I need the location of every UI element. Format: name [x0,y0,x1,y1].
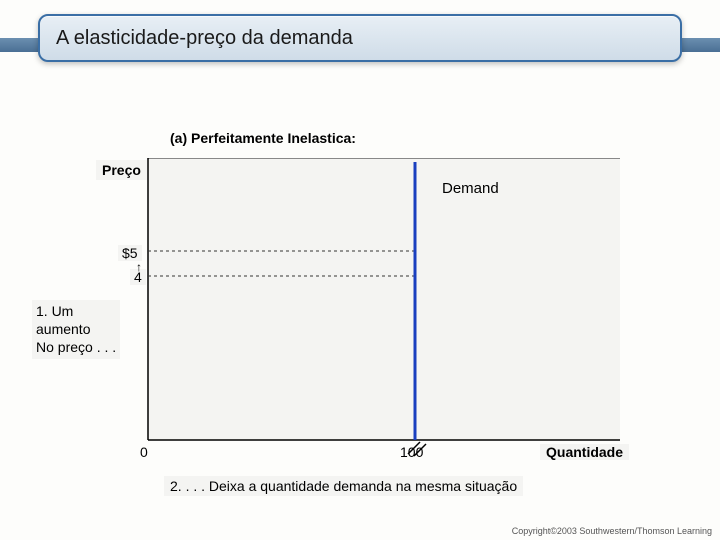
x-origin: 0 [140,444,148,460]
y-tick-5: $5 [118,245,142,261]
arrow-up-icon: ↑ [136,260,142,274]
x-axis-label: Quantidade [540,444,629,460]
y-axis-label: Preço [96,160,147,180]
subtitle: (a) Perfeitamente Inelastica: [170,130,356,146]
annotation-1: 1. Um aumento No preço . . . [32,300,120,359]
annotation-2: 2. . . . Deixa a quantidade demanda na m… [164,476,523,496]
title-bar: A elasticidade-preço da demanda [38,14,682,62]
chart-svg [148,158,620,444]
x-tick-100: 100 [400,444,423,460]
demand-label: Demand [436,178,505,199]
page-title: A elasticidade-preço da demanda [56,27,353,50]
copyright: Copyright©2003 Southwestern/Thomson Lear… [512,526,712,536]
